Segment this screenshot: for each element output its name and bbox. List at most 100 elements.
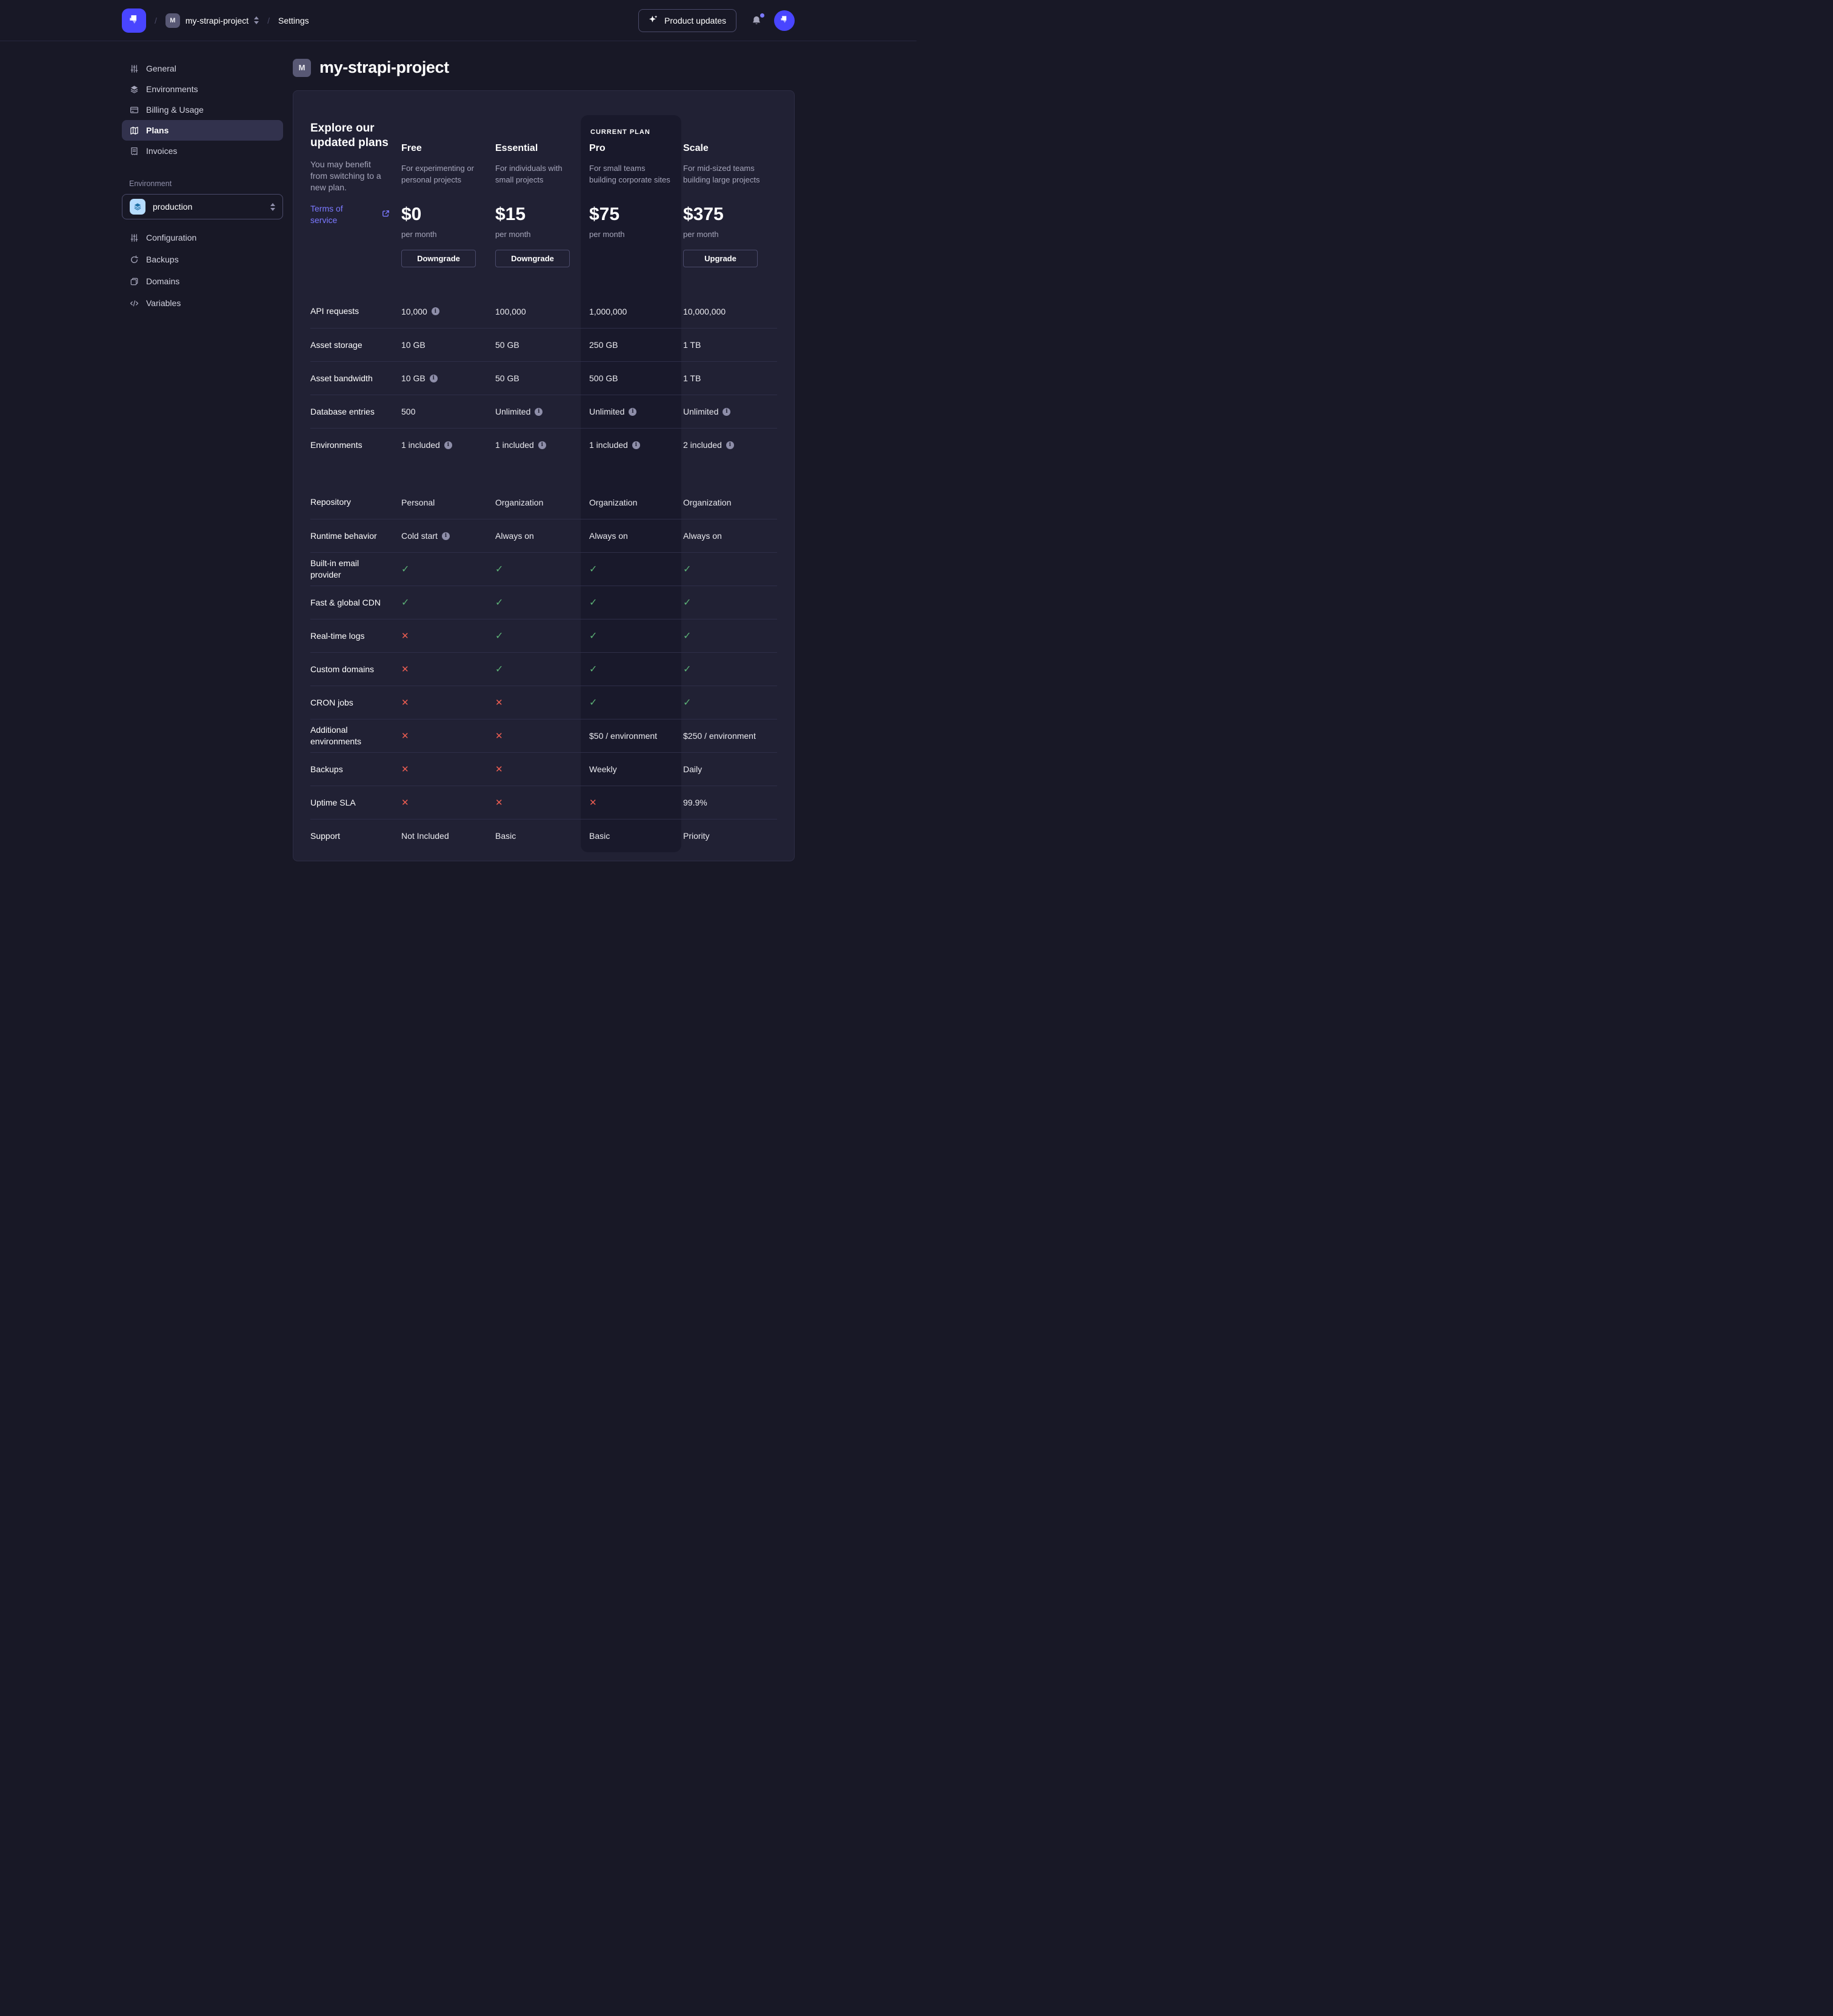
feature-value: 250 GB (589, 340, 618, 350)
feature-value: Always on (495, 531, 534, 541)
plan-value-cell: 50 GB (495, 373, 589, 383)
table-row-database-entries: Database entries 500 Unlimited Unlimited Unl… (310, 395, 777, 428)
feature-label: Asset bandwidth (310, 373, 373, 383)
feature-value: Organization (683, 497, 732, 507)
upgrade-button-scale[interactable]: Upgrade (683, 250, 758, 267)
terms-of-service-link[interactable]: Terms of service (310, 204, 343, 225)
feature-value: Not Included (401, 831, 449, 841)
feature-value: Always on (589, 531, 628, 541)
plan-value-cell: Basic (495, 831, 589, 841)
plan-period: per month (401, 230, 437, 239)
plans-intro: Explore our updated plans You may benefi… (310, 114, 401, 279)
feature-label: Built-in email provider (310, 558, 359, 579)
feature-label: API requests (310, 306, 359, 316)
plan-value-cell: 10 GB (401, 373, 495, 383)
plan-value-cell: $250 / environment (683, 731, 777, 741)
sidebar-item-configuration[interactable]: Configuration (122, 227, 283, 249)
strapi-glyph-icon (779, 14, 790, 27)
plans-panel: CURRENT PLAN Explore our updated plans Y… (293, 90, 795, 861)
feature-label: Repository (310, 497, 351, 507)
project-switcher[interactable]: M my-strapi-project (165, 13, 259, 28)
feature-value: 1 included (589, 440, 628, 450)
check-icon (683, 630, 691, 642)
feature-value: Personal (401, 497, 435, 507)
sidebar-item-environments[interactable]: Environments (122, 79, 283, 99)
cross-icon (401, 664, 409, 675)
info-icon[interactable] (441, 532, 450, 540)
sidebar-item-invoices[interactable]: Invoices (122, 141, 283, 161)
breadcrumb-settings[interactable]: Settings (278, 15, 309, 25)
info-icon[interactable] (723, 407, 731, 416)
plan-value-cell: Always on (683, 531, 777, 541)
feature-value: 2 included (683, 440, 722, 450)
info-icon[interactable] (632, 441, 640, 449)
sidebar-item-label: Invoices (146, 146, 178, 156)
product-updates-label: Product updates (664, 15, 726, 25)
info-icon[interactable] (726, 441, 734, 449)
top-navigation-bar: / M my-strapi-project / Settings Product… (0, 0, 916, 41)
info-icon[interactable] (535, 407, 543, 416)
sidebar-environment-nav: Configuration Backups Domains Variables (122, 227, 283, 314)
sidebar-item-backups[interactable]: Backups (122, 249, 283, 270)
feature-label: Additional environments (310, 725, 362, 746)
plan-value-cell: Priority (683, 831, 777, 841)
sidebar-item-billing-usage[interactable]: Billing & Usage (122, 99, 283, 120)
feature-value: Unlimited (683, 407, 719, 416)
user-avatar[interactable] (774, 10, 795, 31)
feature-value: 10,000,000 (683, 306, 726, 316)
plan-value-cell: Daily (683, 764, 777, 774)
plan-value-cell (683, 596, 777, 609)
feature-value: 10,000 (401, 306, 427, 316)
sidebar-item-general[interactable]: General (122, 58, 283, 79)
check-icon (495, 596, 503, 609)
feature-value: 500 GB (589, 373, 618, 383)
check-icon (683, 563, 691, 575)
sidebar-item-variables[interactable]: Variables (122, 292, 283, 314)
info-icon[interactable] (429, 374, 438, 382)
info-icon[interactable] (629, 407, 637, 416)
feature-label: CRON jobs (310, 697, 353, 707)
info-icon[interactable] (538, 441, 546, 449)
environment-section-label: Environment (129, 179, 172, 188)
info-icon[interactable] (444, 441, 452, 449)
sidebar-item-plans[interactable]: Plans (122, 120, 283, 141)
table-row-cron-jobs: CRON jobs (310, 686, 777, 719)
environment-select[interactable]: production (122, 194, 283, 219)
plan-value-cell (589, 630, 683, 642)
feature-label: Runtime behavior (310, 530, 377, 541)
feature-value: Basic (495, 831, 516, 841)
feature-value: Unlimited (589, 407, 625, 416)
feature-label: Support (310, 830, 341, 841)
feature-value: 1,000,000 (589, 306, 627, 316)
page-title: my-strapi-project (319, 58, 449, 76)
sliders-icon (129, 64, 139, 73)
plan-name: Essential (495, 143, 538, 153)
table-row-fast-global-cdn: Fast & global CDN (310, 586, 777, 619)
plan-column-scale: Scale For mid-sized teams building large … (683, 114, 777, 279)
downgrade-button-free[interactable]: Downgrade (401, 250, 476, 267)
product-updates-button[interactable]: Product updates (638, 8, 736, 32)
check-icon (401, 596, 409, 609)
plan-value-cell (401, 730, 495, 741)
info-icon[interactable] (431, 307, 439, 315)
check-icon (683, 696, 691, 709)
strapi-logo[interactable] (122, 8, 146, 33)
cross-icon (495, 764, 503, 775)
plan-value-cell (589, 797, 683, 808)
feature-value: 50 GB (495, 373, 519, 383)
notifications-bell-icon[interactable] (751, 13, 764, 26)
downgrade-button-essential[interactable]: Downgrade (495, 250, 570, 267)
current-plan-highlight: CURRENT PLAN (581, 115, 681, 852)
sidebar-item-label: Domains (146, 276, 180, 286)
cross-icon (401, 730, 409, 741)
plan-value-cell: Always on (495, 531, 589, 541)
cross-icon (495, 730, 503, 741)
feature-value: Priority (683, 831, 710, 841)
breadcrumb-separator: / (267, 15, 270, 25)
plan-name: Pro (589, 143, 606, 153)
receipt-icon (129, 147, 139, 156)
plan-value-cell (495, 764, 589, 775)
sidebar-item-domains[interactable]: Domains (122, 270, 283, 292)
table-row-repository: Repository Personal Organization Organizati… (310, 486, 777, 519)
card-icon (129, 105, 139, 115)
